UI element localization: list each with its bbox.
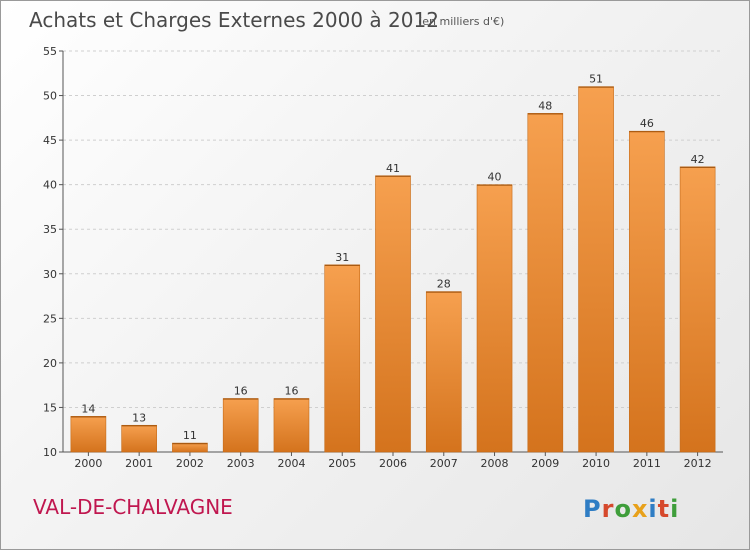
y-tick-label: 20 [43,357,57,370]
data-label: 41 [386,162,400,175]
data-label: 31 [335,251,349,264]
location-name: VAL-DE-CHALVAGNE [33,495,233,519]
x-tick-label: 2000 [74,457,102,470]
bars [70,86,716,453]
bar [273,398,310,453]
data-label: 42 [691,153,705,166]
y-tick-label: 40 [43,179,57,192]
bar [324,264,361,453]
bar [578,86,614,453]
bar [476,184,513,453]
x-tick-label: 2008 [481,457,509,470]
y-tick-label: 10 [43,446,57,459]
y-tick-label: 25 [43,312,57,325]
data-label: 16 [234,385,248,398]
x-tick-label: 2003 [227,457,255,470]
data-label: 11 [183,429,197,442]
data-label: 48 [538,99,552,112]
data-label: 28 [437,278,451,291]
x-tick-label: 2002 [176,457,204,470]
x-tick-label: 2012 [684,457,712,470]
data-label: 13 [132,411,146,424]
bar [629,130,665,453]
data-label: 14 [81,402,95,415]
bar [679,166,716,453]
chart-unit: (en milliers d'€) [418,15,505,28]
chart-title: Achats et Charges Externes 2000 à 2012 [29,8,439,32]
x-tick-label: 2007 [430,457,458,470]
bar [121,424,157,453]
bar [527,113,564,453]
data-label: 46 [640,117,654,130]
y-tick-label: 45 [43,134,57,147]
data-label: 40 [488,171,502,184]
bar [172,442,208,453]
y-tick-label: 55 [43,45,57,58]
y-tick-label: 50 [43,90,57,103]
svg-text:Proxiti: Proxiti [583,495,679,523]
bar [70,416,107,453]
brand-logo: Proxiti [583,495,679,523]
y-tick-label: 30 [43,268,57,281]
bar [222,398,259,453]
bar [425,291,462,453]
labels: 10 15 20 25 30 35 40 45 50 55 14 2000 13 2001 11 2002 16… [43,45,712,470]
x-tick-label: 2006 [379,457,407,470]
x-tick-label: 2004 [277,457,305,470]
bar [375,175,411,453]
x-tick-label: 2009 [531,457,559,470]
y-tick-label: 15 [43,401,57,414]
data-label: 51 [589,73,603,86]
data-label: 16 [284,385,298,398]
x-tick-label: 2011 [633,457,661,470]
y-tick-label: 35 [43,223,57,236]
x-tick-label: 2010 [582,457,610,470]
x-tick-label: 2001 [125,457,153,470]
x-tick-label: 2005 [328,457,356,470]
